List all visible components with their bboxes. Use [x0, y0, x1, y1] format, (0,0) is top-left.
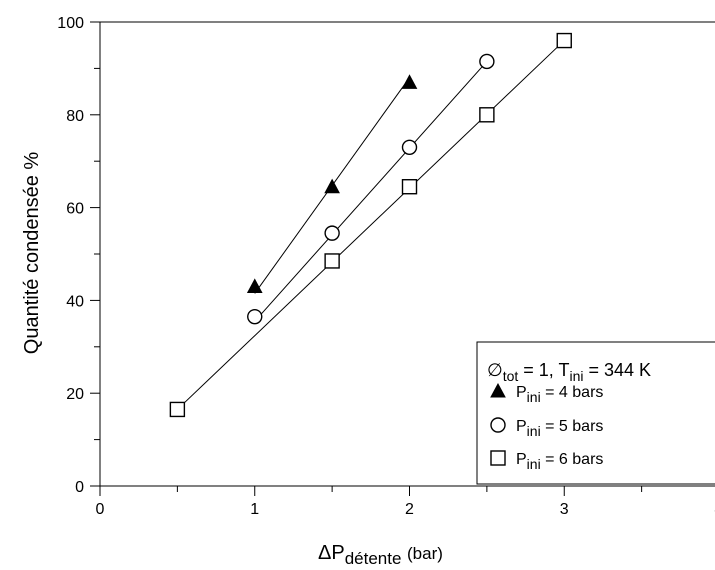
x-axis-ticks: 01234 — [96, 486, 715, 518]
legend-entry: Pini = 5 bars — [490, 417, 603, 439]
fit-line — [254, 61, 488, 322]
legend-label: Pini = 6 bars — [516, 451, 603, 472]
y-tick-label: 60 — [66, 201, 84, 218]
legend-label-sub: ini — [527, 456, 541, 472]
legend-label: Pini = 5 bars — [516, 418, 603, 439]
data-point — [556, 32, 572, 49]
fit-line — [177, 40, 565, 410]
y-tick-label: 0 — [75, 479, 84, 496]
data-point — [324, 253, 340, 269]
legend-label-sub: ini — [527, 389, 541, 405]
legend-title-sub1: tot — [503, 368, 519, 384]
x-tick-label: 0 — [96, 501, 105, 518]
x-axis-title: ΔPdétente (bar) — [318, 542, 443, 568]
legend-label-rest: = 5 bars — [541, 418, 604, 435]
legend: ∅tot = 1, Tini = 344 K Pini = 4 barsPini… — [476, 341, 715, 485]
legend-label-main: P — [516, 418, 527, 435]
legend-label-main: P — [516, 384, 527, 401]
y-axis-title: Quantité condensée % — [21, 152, 43, 355]
legend-marker — [490, 450, 506, 466]
data-point — [479, 53, 495, 70]
x-tick-label: 1 — [250, 501, 259, 518]
data-point — [401, 179, 418, 195]
data-point — [324, 225, 340, 241]
y-tick-label: 100 — [57, 15, 84, 32]
y-axis-ticks: 0 20 40 60 80 100 — [57, 15, 100, 496]
x-axis-title-sub: détente — [345, 549, 402, 568]
legend-label: Pini = 4 bars — [516, 384, 603, 405]
legend-label-rest: = 4 bars — [541, 384, 604, 401]
legend-entry: Pini = 4 bars — [490, 382, 603, 405]
y-tick-label: 80 — [66, 108, 84, 125]
legend-label-sub: ini — [527, 423, 541, 439]
data-point — [401, 74, 418, 89]
legend-marker — [490, 417, 506, 433]
x-axis-title-unit: (bar) — [407, 544, 443, 563]
data-point — [324, 178, 340, 194]
data-markers — [169, 32, 572, 418]
x-tick-label: 3 — [560, 501, 569, 518]
legend-label-main: P — [516, 451, 527, 468]
data-point — [246, 278, 263, 293]
legend-entry: Pini = 6 bars — [490, 450, 603, 472]
legend-title-sub2: ini — [569, 368, 583, 384]
legend-title-end: = 344 K — [583, 360, 651, 380]
data-point — [401, 139, 418, 155]
legend-label-rest: = 6 bars — [541, 451, 604, 468]
y-tick-label: 40 — [66, 293, 84, 310]
data-point — [169, 401, 186, 418]
legend-title: ∅tot = 1, Tini = 344 K — [487, 360, 651, 384]
legend-marker — [490, 382, 506, 398]
data-point — [247, 308, 263, 325]
x-tick-label: 2 — [405, 501, 414, 518]
legend-box — [476, 341, 715, 485]
x-axis-title-main: ΔP — [318, 542, 345, 564]
legend-title-symbol: ∅ — [487, 360, 503, 380]
y-tick-label: 20 — [66, 386, 84, 403]
legend-title-mid: = 1, T — [518, 360, 569, 380]
data-point — [479, 107, 495, 123]
